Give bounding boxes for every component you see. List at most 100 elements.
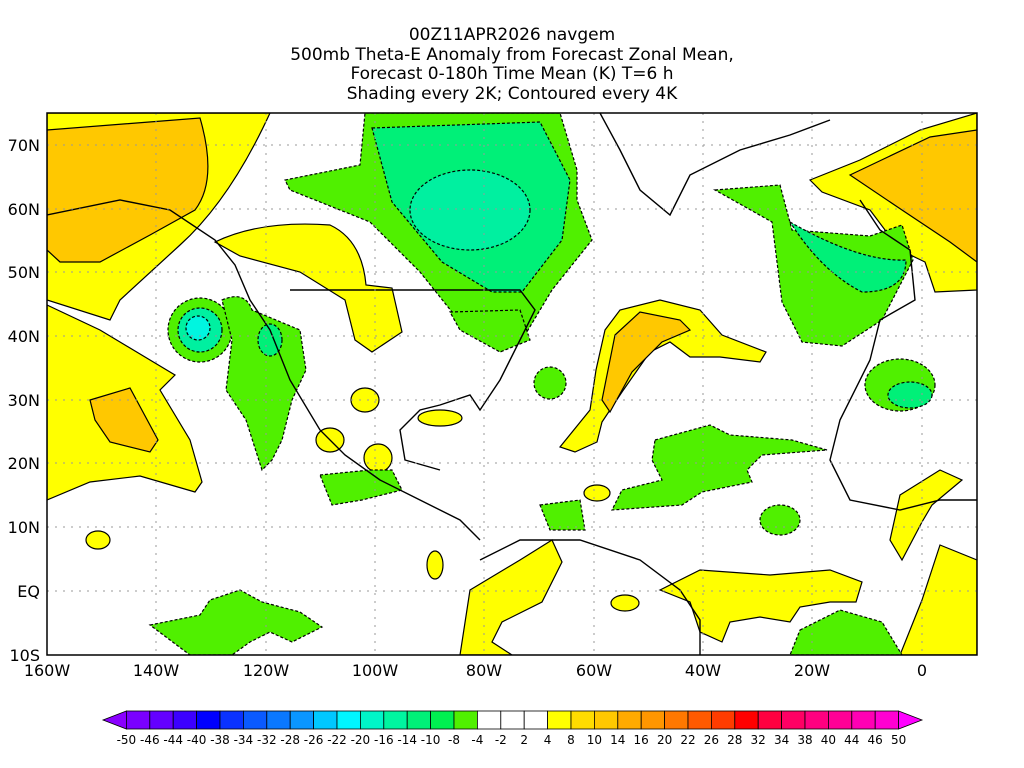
lon-label: 40W bbox=[684, 661, 722, 680]
warm-core-europe bbox=[848, 129, 977, 263]
colorbar-swatch bbox=[242, 710, 268, 730]
colorbar-swatch bbox=[617, 710, 642, 730]
colorbar-label: -10 bbox=[420, 733, 441, 747]
colorbar-swatch bbox=[453, 710, 478, 730]
colorbar-swatch bbox=[804, 710, 829, 730]
warm-anomaly-s-atlantic bbox=[658, 569, 863, 643]
colorbar-label: -8 bbox=[448, 733, 460, 747]
lon-label: 60W bbox=[575, 661, 613, 680]
cold-anomaly-tropical-atlantic bbox=[610, 424, 828, 511]
colorbar-label: 38 bbox=[797, 733, 813, 747]
colorbar-label: -28 bbox=[280, 733, 300, 747]
warm-core-atlantic bbox=[601, 311, 692, 414]
colorbar-label: 2 bbox=[520, 733, 529, 747]
colorbar-label: -22 bbox=[327, 733, 347, 747]
lat-label: 50N bbox=[7, 263, 40, 282]
cold-anomaly-e-pacific bbox=[319, 469, 403, 506]
title-line-3: Forecast 0-180h Time Mean (K) T=6 h bbox=[350, 64, 674, 84]
colorbar-swatch bbox=[336, 710, 361, 730]
warm-anomaly-s-america bbox=[459, 539, 563, 655]
warm-anomaly-atlantic bbox=[558, 299, 767, 453]
lat-label: EQ bbox=[17, 582, 40, 601]
colorbar-swatch bbox=[266, 710, 291, 730]
lat-label: 40N bbox=[7, 327, 40, 346]
lon-label: 0 bbox=[916, 661, 928, 680]
lat-label: 30N bbox=[7, 391, 40, 410]
lat-label: 20N bbox=[7, 454, 40, 473]
lat-label: 60N bbox=[7, 200, 40, 219]
coastlines bbox=[47, 113, 977, 655]
colorbar-swatch bbox=[828, 710, 853, 730]
colorbar-label: -26 bbox=[303, 733, 324, 747]
colorbar-swatch bbox=[594, 710, 619, 730]
colorbar-swatch bbox=[570, 710, 595, 730]
colorbar-swatch bbox=[874, 710, 900, 730]
lon-label: 160W bbox=[23, 661, 71, 680]
colorbar-label: 22 bbox=[680, 733, 696, 747]
title-line-4: Shading every 2K; Contoured every 4K bbox=[346, 83, 678, 104]
colorbar-swatch bbox=[734, 710, 759, 730]
colorbar-swatch bbox=[196, 710, 221, 730]
title-line-2: 500mb Theta-E Anomaly from Forecast Zona… bbox=[290, 44, 734, 65]
colorbar-label: 26 bbox=[703, 733, 720, 747]
colorbar-swatch bbox=[687, 710, 712, 730]
colorbar-label: 14 bbox=[610, 733, 626, 747]
colorbar-label: 44 bbox=[844, 733, 860, 747]
colorbar-label: -14 bbox=[397, 733, 417, 747]
colorbar-label: 50 bbox=[890, 733, 907, 747]
lon-label: 20W bbox=[793, 661, 831, 680]
colorbar-label: 46 bbox=[867, 733, 883, 747]
colorbar bbox=[101, 710, 924, 730]
colorbar-label: -38 bbox=[210, 733, 230, 747]
cold-anomaly-s-atlantic bbox=[789, 609, 903, 655]
warm-anomaly-w-canada bbox=[213, 223, 403, 353]
colorbar-label: -16 bbox=[373, 733, 394, 747]
chart-title: 00Z11APR2026 navgem 500mb Theta-E Anomal… bbox=[0, 25, 1024, 104]
gridlines bbox=[47, 113, 977, 655]
colorbar-swatch bbox=[313, 710, 338, 730]
colorbar-label: -4 bbox=[471, 733, 484, 747]
colorbar-swatch bbox=[359, 710, 385, 730]
colorbar-swatch bbox=[664, 710, 689, 730]
cold-anomaly-ne-us bbox=[448, 309, 531, 353]
colorbar-label: -40 bbox=[186, 733, 207, 747]
colorbar-label: 20 bbox=[656, 733, 673, 747]
colorbar-label: 28 bbox=[727, 733, 743, 747]
colorbar-swatch bbox=[851, 710, 876, 730]
colorbar-label: 40 bbox=[820, 733, 837, 747]
colorbar-swatch bbox=[476, 710, 502, 730]
colorbar-swatch bbox=[640, 710, 666, 730]
cold-anomaly-ne-atlantic bbox=[712, 184, 914, 347]
colorbar-swatch bbox=[126, 710, 151, 730]
warm-anomaly-africa-se bbox=[899, 544, 977, 655]
colorbar-swatch bbox=[219, 710, 244, 730]
colorbar-label: -46 bbox=[139, 733, 160, 747]
colorbar-swatch bbox=[711, 710, 736, 730]
lon-label: 120W bbox=[242, 661, 290, 680]
colorbar-label: 10 bbox=[586, 733, 603, 747]
colorbar-label: -44 bbox=[163, 733, 183, 747]
colorbar-label: 34 bbox=[773, 733, 790, 747]
colorbar-swatch bbox=[289, 710, 315, 730]
colorbar-label: 32 bbox=[750, 733, 766, 747]
lat-label: 70N bbox=[7, 136, 40, 155]
colorbar-label: -20 bbox=[350, 733, 371, 747]
lat-label: 10S bbox=[9, 646, 40, 665]
colorbar-swatch bbox=[547, 710, 572, 730]
colorbar-swatch bbox=[172, 710, 197, 730]
colorbar-swatch bbox=[101, 710, 127, 730]
colorbar-swatch bbox=[383, 710, 408, 730]
colorbar-label: 8 bbox=[567, 733, 575, 747]
colorbar-label: -50 bbox=[116, 733, 137, 747]
lon-label: 140W bbox=[132, 661, 180, 680]
warm-anomaly-africa-w bbox=[889, 469, 964, 562]
colorbar-swatch bbox=[781, 710, 806, 730]
warm-core-alaska bbox=[47, 117, 209, 263]
lon-label: 100W bbox=[351, 661, 399, 680]
cold-anomaly-california bbox=[221, 296, 307, 472]
lat-label: 10N bbox=[7, 518, 40, 537]
colorbar-swatch bbox=[523, 710, 549, 730]
colorbar-label: -32 bbox=[256, 733, 277, 747]
cold-anomaly-itcz bbox=[148, 589, 324, 655]
